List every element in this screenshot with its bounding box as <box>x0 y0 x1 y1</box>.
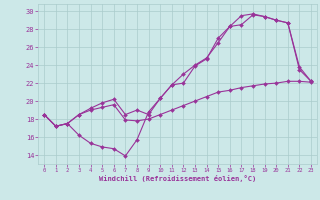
X-axis label: Windchill (Refroidissement éolien,°C): Windchill (Refroidissement éolien,°C) <box>99 175 256 182</box>
